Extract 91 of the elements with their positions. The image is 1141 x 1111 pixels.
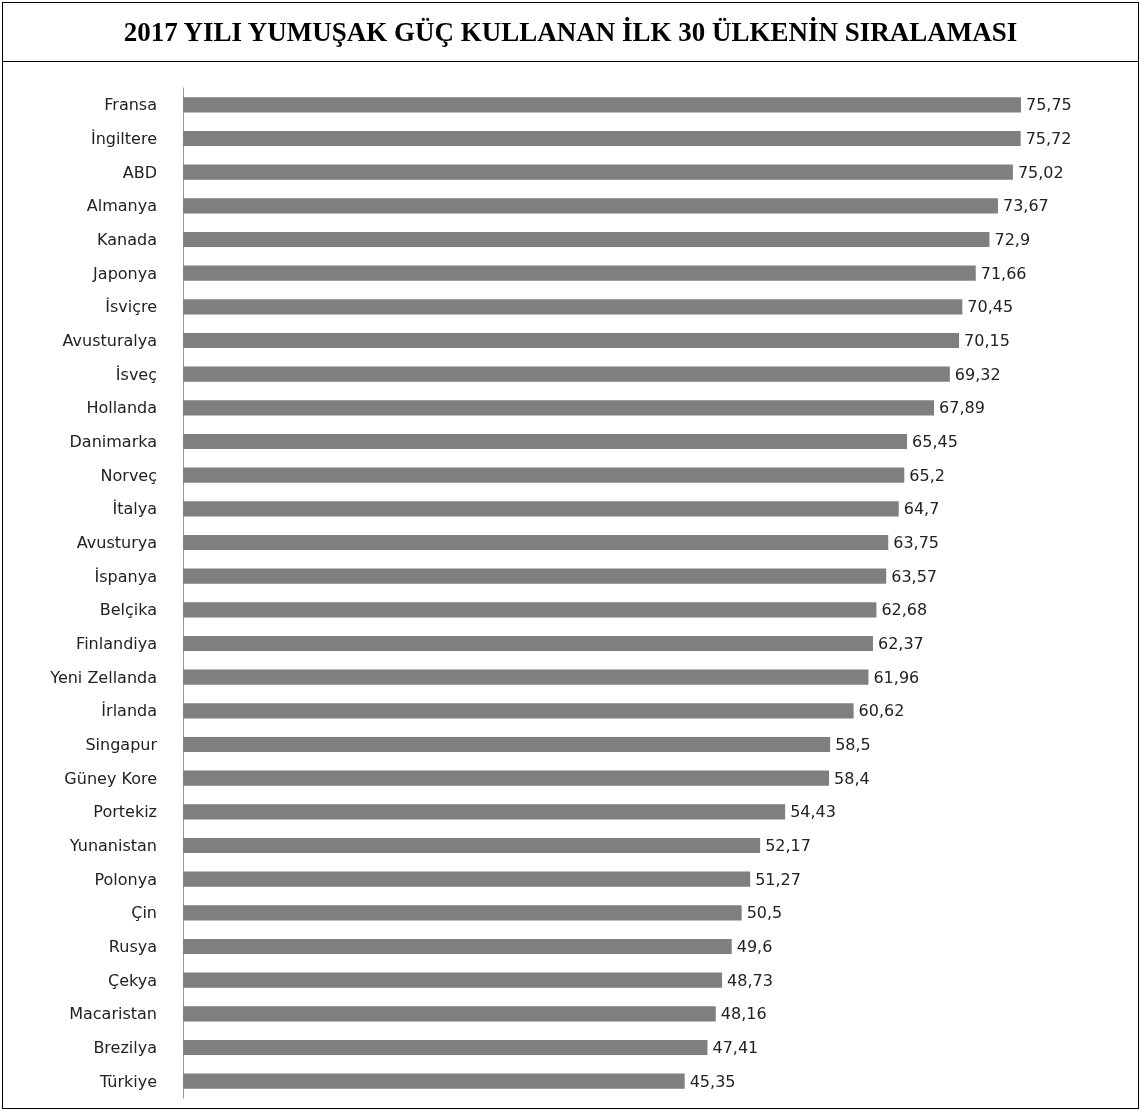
y-tick-label: ABD [122,162,157,182]
y-tick-label: Yeni Zellanda [49,667,157,687]
bar [183,164,1013,180]
bar [183,433,908,450]
bar [183,770,830,786]
data-label: 64,7 [903,499,940,519]
bar [183,534,889,551]
y-tick-label: İngiltere [90,129,157,148]
y-tick-label: İrlanda [101,701,157,721]
bar [183,568,887,584]
y-tick-label: Japonya [92,263,157,283]
y-tick-label: Portekiz [93,802,157,822]
y-tick-label: Rusya [108,937,157,956]
bar [183,1073,685,1089]
data-label: 73,67 [1002,196,1049,216]
bar [183,265,976,281]
y-tick-label: İspanya [94,566,157,586]
bar [183,130,1021,147]
data-label: 58,4 [834,768,870,788]
bar [183,332,960,349]
data-label: 75,72 [1025,129,1072,148]
bar [183,972,723,988]
data-label: 52,17 [765,836,811,855]
bar [183,97,1021,113]
bar [183,1039,708,1056]
bar [183,703,854,719]
data-label: 71,66 [980,263,1027,283]
bar [183,231,990,248]
y-tick-label: Çekya [108,970,157,990]
bar [183,736,831,753]
y-tick-label: İsviçre [105,297,157,317]
y-tick-label: Kanada [97,230,157,249]
y-tick-label: Almanya [86,196,157,216]
y-tick-label: Finlandiya [76,634,157,653]
bar [183,804,786,820]
data-label: 60,62 [858,701,905,721]
data-label: 47,41 [712,1038,759,1057]
data-label: 65,45 [912,432,958,451]
bar [183,837,761,854]
y-tick-label: Çin [131,903,157,923]
y-tick-label: Danimarka [69,432,157,451]
data-label: 50,5 [746,903,783,923]
data-label: 63,75 [893,533,940,552]
y-tick-label: Yunanistan [68,836,157,855]
bar [183,198,998,214]
data-label: 69,32 [954,364,1001,384]
bar [183,366,950,382]
y-tick-label: İsveç [115,364,157,384]
data-label: 58,5 [835,735,871,754]
data-label: 49,6 [736,937,773,956]
data-label: 75,75 [1025,95,1072,115]
data-label: 62,68 [881,600,928,620]
y-tick-label: Hollanda [86,398,157,418]
bar [183,905,742,921]
y-tick-label: Güney Kore [64,768,157,788]
bar [183,501,899,517]
y-tick-label: Belçika [99,600,157,620]
bar [183,467,905,483]
data-label: 54,43 [790,802,836,822]
data-label: 61,96 [873,667,920,687]
bar [183,871,751,887]
bar [183,400,935,416]
data-label: 75,02 [1017,162,1064,182]
bar [183,669,869,685]
bar [183,938,732,955]
data-label: 70,45 [967,297,1014,317]
data-label: 65,2 [909,465,945,485]
data-label: 72,9 [994,230,1031,249]
bar [183,299,963,315]
y-tick-label: Polonya [94,869,157,889]
y-tick-label: Avusturalya [62,331,157,350]
y-tick-label: Macaristan [69,1004,157,1024]
chart-title: 2017 YILI YUMUŞAK GÜÇ KULLANAN İLK 30 ÜLKENİN SIRALAMASI [3,3,1138,62]
data-label: 67,89 [939,398,985,418]
y-tick-label: Brezilya [93,1038,157,1057]
data-label: 48,73 [727,970,773,990]
y-tick-label: İtalya [112,499,157,519]
y-tick-label: Avusturya [76,533,157,552]
bar [183,1006,716,1022]
data-label: 62,37 [877,634,924,653]
data-label: 48,16 [720,1004,767,1024]
y-tick-label: Norveç [100,465,157,485]
y-tick-label: Fransa [104,95,157,115]
data-label: 63,57 [891,566,938,586]
bar [183,602,877,618]
bar [183,635,873,652]
data-label: 51,27 [755,869,801,889]
y-tick-label: Türkiye [98,1071,157,1091]
data-label: 70,15 [964,331,1010,350]
y-tick-label: Singapur [85,735,158,754]
data-label: 45,35 [689,1071,736,1091]
